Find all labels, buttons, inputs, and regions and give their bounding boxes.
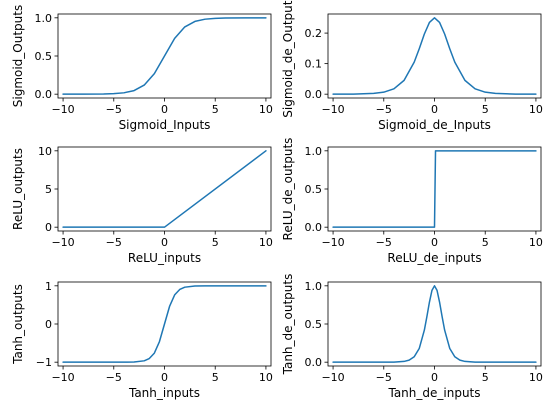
y-tick-label: 1.0 [35,12,53,25]
plot-frame [327,281,542,367]
y-tick-label: 0.0 [305,221,323,234]
series-line [332,285,537,363]
y-tick-label: 0 [45,318,52,331]
x-tick-label: −10 [321,103,344,116]
y-tick-label: 5 [45,183,52,196]
y-tick-label: 0.5 [305,183,323,196]
x-tick-label: 0 [431,371,438,384]
series-line [62,17,267,95]
series-line [62,285,267,363]
x-tick-label: 5 [212,371,219,384]
x-tick-label: 10 [529,236,543,249]
y-tick-label: 1.0 [305,145,323,158]
x-tick-label: −5 [106,371,122,384]
x-tick-label: 10 [529,371,543,384]
x-axis-label: Tanh_inputs [128,386,200,400]
x-axis-label: Sigmoid_de_Inputs [378,118,491,132]
x-tick-label: 0 [161,236,168,249]
x-tick-label: 0 [431,236,438,249]
x-tick-label: −10 [51,236,74,249]
y-tick-label: 0 [45,221,52,234]
plot-frame [57,146,272,232]
x-tick-label: 10 [259,236,273,249]
x-tick-label: 10 [259,103,273,116]
x-tick-label: 0 [161,103,168,116]
x-axis-label: Tanh_de_inputs [387,386,480,400]
x-tick-label: −10 [321,236,344,249]
x-tick-label: 5 [482,236,489,249]
x-tick-label: −5 [106,236,122,249]
x-tick-label: 10 [259,371,273,384]
subplot-1: −10 −5 0 5 10 0.0 0.5 1.0 Sigmoid_Inputs Sigmoid_… [11,5,273,132]
x-tick-label: −5 [376,371,392,384]
plot-frame [327,13,542,99]
x-tick-label: 5 [212,236,219,249]
subplot-3: −10 −5 0 5 10 0 5 10 ReLU_inputs ReLU_outputs [11,145,273,265]
x-tick-label: 10 [529,103,543,116]
y-tick-label: 0.5 [305,318,323,331]
x-tick-label: −10 [321,371,344,384]
x-tick-label: −5 [376,103,392,116]
y-tick-label: 0.0 [305,356,323,369]
y-tick-label: 0.1 [305,58,323,71]
x-tick-label: −5 [106,103,122,116]
x-tick-label: 0 [431,103,438,116]
series-line [332,17,537,95]
y-axis-label: Sigmoid_Outputs [11,5,25,108]
series-line [62,150,267,228]
x-tick-label: 5 [482,103,489,116]
y-tick-label: 0.0 [35,88,53,101]
series-line [332,150,537,228]
y-tick-label: 1.0 [305,280,323,293]
y-tick-label: 1 [45,280,52,293]
subplot-4: −10 −5 0 5 10 0.0 0.5 1.0 ReLU_de_inputs ReLU_de_… [281,138,543,265]
x-tick-label: 5 [212,103,219,116]
y-axis-label: Tanh_de_outputs [281,274,295,376]
x-axis-label: Sigmoid_Inputs [119,118,211,132]
x-tick-label: 5 [482,371,489,384]
y-tick-label: 0.5 [35,50,53,63]
x-tick-label: −10 [51,103,74,116]
x-tick-label: −5 [376,236,392,249]
y-axis-label: ReLU_de_outputs [281,138,295,241]
y-axis-label: ReLU_outputs [11,148,25,230]
y-axis-label: Tanh_outputs [11,284,25,365]
y-tick-label: −1 [36,356,52,369]
y-tick-label: 10 [38,145,52,158]
y-tick-label: 0.2 [305,27,323,40]
x-axis-label: ReLU_inputs [128,251,201,265]
x-axis-label: ReLU_de_inputs [387,251,481,265]
subplot-6: −10 −5 0 5 10 0.0 0.5 1.0 Tanh_de_inputs Tanh_de_… [281,274,543,400]
y-axis-label: Sigmoid_de_Outputs [281,0,295,118]
x-tick-label: 0 [161,371,168,384]
subplot-2: −10 −5 0 5 10 0.0 0.1 0.2 Sigmoid_de_Inputs Sigmo… [281,0,543,132]
x-tick-label: −10 [51,371,74,384]
y-tick-label: 0.0 [305,88,323,101]
